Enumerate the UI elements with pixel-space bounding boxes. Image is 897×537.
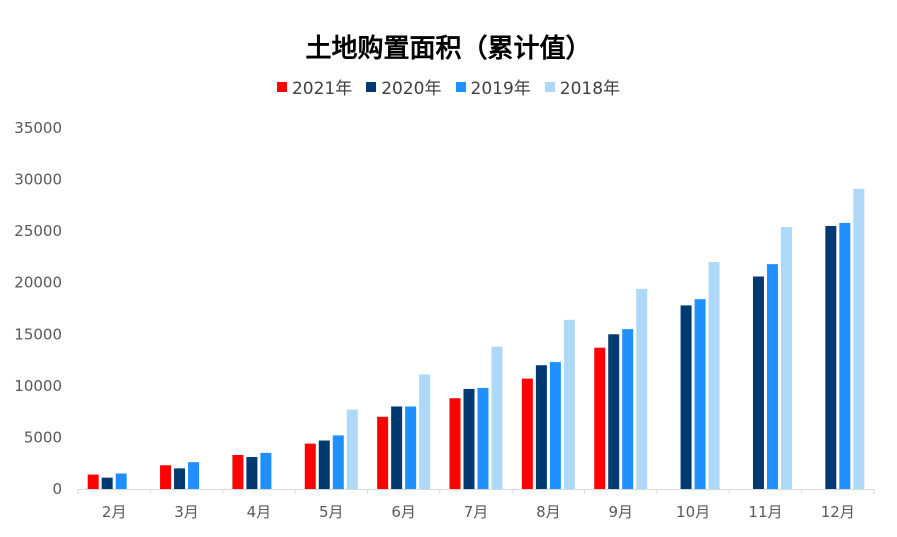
bar-2020年-8月 <box>535 365 547 489</box>
legend-swatch-2018 <box>544 81 555 92</box>
bar-2019年-5月 <box>332 435 344 489</box>
bar-2019年-7月 <box>477 387 489 489</box>
bar-2021年-6月 <box>377 416 389 489</box>
legend-item-2020: 2020年 <box>366 74 442 99</box>
legend-item-2018: 2018年 <box>544 74 621 99</box>
bar-2018年-9月 <box>636 288 648 489</box>
y-tick-label: 35000 <box>14 119 62 137</box>
x-tick-label: 4月 <box>247 503 272 521</box>
x-tick-label: 2月 <box>102 503 127 521</box>
bar-2021年-7月 <box>449 398 461 489</box>
bar-2020年-6月 <box>391 406 403 489</box>
bar-2020年-2月 <box>101 477 113 489</box>
bar-2018年-7月 <box>491 346 503 489</box>
bar-2019年-11月 <box>766 264 778 489</box>
legend-item-2019: 2019年 <box>455 74 531 99</box>
x-tick-label: 3月 <box>174 503 199 521</box>
bar-2021年-9月 <box>594 347 606 489</box>
legend-swatch-2019 <box>455 81 466 92</box>
x-tick-label: 10月 <box>676 503 710 521</box>
bar-2018年-10月 <box>708 262 720 489</box>
bar-2021年-5月 <box>304 443 316 489</box>
y-tick-label: 30000 <box>14 171 62 189</box>
bar-2020年-10月 <box>680 305 692 489</box>
bar-2020年-4月 <box>246 457 258 489</box>
legend-swatch-2020 <box>366 81 377 92</box>
bar-2019年-10月 <box>694 299 706 489</box>
y-tick-label: 20000 <box>14 274 62 292</box>
bar-2019年-12月 <box>839 222 851 490</box>
bar-2018年-6月 <box>419 374 431 489</box>
bar-2019年-9月 <box>622 329 634 489</box>
bar-2018年-11月 <box>780 227 792 489</box>
legend-label-2021: 2021年 <box>291 79 353 99</box>
chart-title: 土地购置面积（累计值） <box>305 34 592 64</box>
y-tick-label: 5000 <box>24 428 62 446</box>
x-tick-label: 9月 <box>608 503 633 521</box>
x-tick-label: 11月 <box>748 503 782 521</box>
chart-legend: 2021年 2020年 2019年 2018年 <box>0 74 897 99</box>
x-tick-label: 8月 <box>536 503 561 521</box>
legend-item-2021: 2021年 <box>276 74 353 99</box>
bar-2020年-9月 <box>608 334 620 489</box>
x-tick-label: 6月 <box>391 503 416 521</box>
bar-2018年-8月 <box>563 319 575 489</box>
bar-2021年-2月 <box>87 474 99 489</box>
bar-2021年-3月 <box>160 465 172 489</box>
bar-2020年-5月 <box>318 440 330 489</box>
bar-2021年-8月 <box>521 378 533 489</box>
legend-label-2019: 2019年 <box>470 79 531 99</box>
bar-2019年-8月 <box>549 362 561 489</box>
bar-2020年-7月 <box>463 388 475 489</box>
legend-label-2020: 2020年 <box>381 79 442 99</box>
legend-swatch-2021 <box>276 81 287 92</box>
bar-2019年-4月 <box>260 452 272 489</box>
legend-label-2018: 2018年 <box>559 79 621 99</box>
bar-2018年-5月 <box>346 409 358 489</box>
y-tick-label: 10000 <box>14 377 62 395</box>
bar-2019年-3月 <box>188 462 200 489</box>
bar-2019年-2月 <box>115 473 127 489</box>
bar-2019年-6月 <box>405 406 417 489</box>
y-tick-label: 15000 <box>14 325 62 343</box>
bar-2020年-12月 <box>825 225 837 489</box>
bar-2021年-4月 <box>232 454 244 489</box>
bar-2020年-11月 <box>752 276 764 489</box>
y-tick-label: 0 <box>52 480 62 498</box>
x-tick-label: 12月 <box>821 503 855 521</box>
bar-2018年-12月 <box>853 188 865 489</box>
x-tick-label: 5月 <box>319 503 344 521</box>
bar-2020年-3月 <box>174 468 186 489</box>
y-tick-label: 25000 <box>14 222 62 240</box>
x-tick-label: 7月 <box>464 503 489 521</box>
